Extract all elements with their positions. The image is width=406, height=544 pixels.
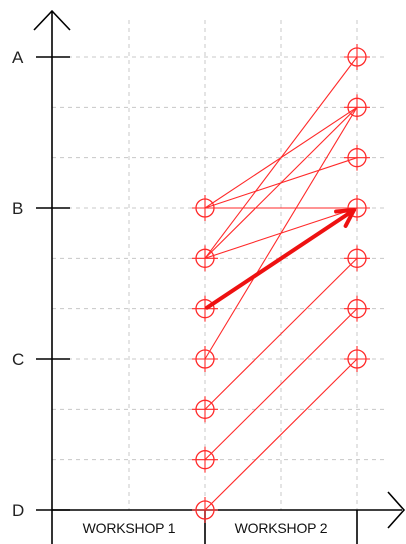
transition-line bbox=[204, 56, 358, 259]
point-workshop1 bbox=[192, 245, 218, 272]
category-label: WORKSHOP 1 bbox=[83, 520, 176, 536]
point-workshop2 bbox=[344, 44, 370, 70]
x-category-labels: WORKSHOP 1 WORKSHOP 2 bbox=[83, 520, 328, 536]
y-tick-label: D bbox=[12, 501, 24, 520]
grid bbox=[52, 20, 385, 510]
markers bbox=[192, 44, 370, 523]
axes bbox=[33, 9, 406, 544]
point-workshop2 bbox=[344, 346, 370, 372]
point-workshop2 bbox=[344, 245, 370, 272]
y-tick-label: C bbox=[12, 350, 24, 369]
point-workshop1 bbox=[192, 396, 218, 423]
point-workshop2 bbox=[344, 144, 370, 171]
highlight-arrow bbox=[205, 208, 356, 310]
transition-line bbox=[204, 358, 358, 511]
point-workshop1 bbox=[192, 497, 218, 523]
y-tick-label: A bbox=[12, 48, 24, 67]
point-workshop2 bbox=[344, 94, 370, 121]
point-workshop2 bbox=[344, 195, 370, 221]
point-workshop1 bbox=[192, 295, 218, 322]
y-tick-label: B bbox=[12, 199, 23, 218]
transition-line bbox=[204, 106, 358, 259]
transition-line bbox=[204, 308, 358, 461]
transition-line bbox=[204, 257, 358, 410]
point-workshop1 bbox=[192, 446, 218, 473]
y-axis-arrow-icon bbox=[33, 9, 71, 31]
point-workshop1 bbox=[192, 346, 218, 372]
y-ticks: A B C D bbox=[12, 48, 70, 520]
category-label: WORKSHOP 2 bbox=[235, 520, 328, 536]
point-workshop2 bbox=[344, 295, 370, 322]
highlight-arrow-shaft bbox=[205, 208, 356, 310]
transition-line bbox=[204, 107, 358, 360]
highlight-arrow-head-icon bbox=[334, 208, 356, 228]
x-axis-arrow-icon bbox=[387, 491, 406, 529]
point-workshop1 bbox=[192, 195, 218, 221]
